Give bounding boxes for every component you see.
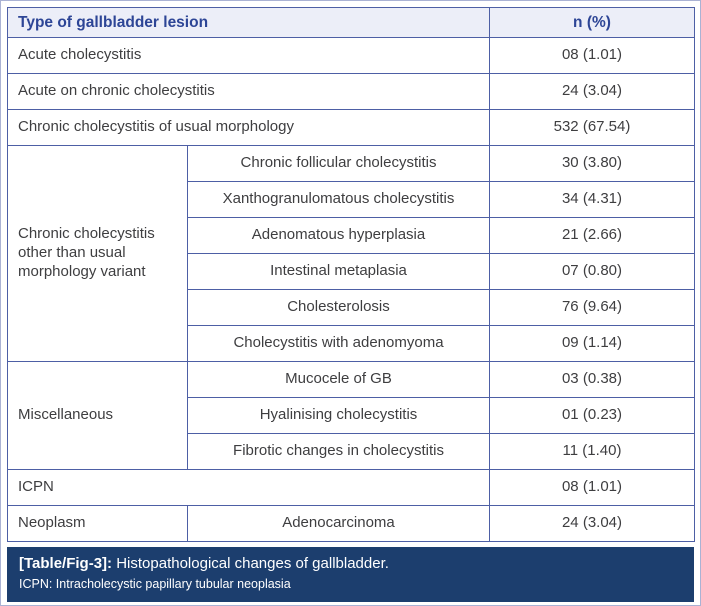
subitem-label: Cholecystitis with adenomyoma: [187, 325, 490, 362]
subitem-label: Mucocele of GB: [187, 361, 490, 398]
row-value: 21 (2.66): [489, 217, 695, 254]
group-label-chronic-variant: Chronic cholecystitis other than usual m…: [7, 145, 188, 362]
caption-footnote: ICPN: Intracholecystic papillary tubular…: [19, 577, 291, 592]
subitem-label: Adenomatous hyperplasia: [187, 217, 490, 254]
subitem-label: Fibrotic changes in cholecystitis: [187, 433, 490, 470]
subitem-label: Xanthogranulomatous cholecystitis: [187, 181, 490, 218]
subitem-label: Hyalinising cholecystitis: [187, 397, 490, 434]
caption-tag: [Table/Fig-3]:: [19, 555, 113, 572]
table-row: Fibrotic changes in cholecystitis 11 (1.…: [8, 433, 695, 470]
table-row: Acute cholecystitis 08 (1.01): [7, 37, 695, 74]
table-row: Neoplasm Adenocarcinoma 24 (3.04): [7, 505, 695, 542]
row-value: 07 (0.80): [489, 253, 695, 290]
table-row: Xanthogranulomatous cholecystitis 34 (4.…: [8, 181, 695, 218]
table-row: Acute on chronic cholecystitis 24 (3.04): [7, 73, 695, 110]
table-row: Cholesterolosis 76 (9.64): [8, 289, 695, 326]
gallbladder-lesion-table: Type of gallbladder lesion n (%) Acute c…: [7, 7, 695, 542]
subitem-label: Cholesterolosis: [187, 289, 490, 326]
table-row: Chronic cholecystitis other than usual m…: [7, 145, 695, 362]
row-value: 03 (0.38): [489, 361, 695, 398]
table-header-row: Type of gallbladder lesion n (%): [7, 7, 695, 38]
row-value: 01 (0.23): [489, 397, 695, 434]
subitem-label: Chronic follicular cholecystitis: [187, 145, 490, 182]
subitem-label: Intestinal metaplasia: [187, 253, 490, 290]
row-value: 76 (9.64): [489, 289, 695, 326]
row-value: 08 (1.01): [489, 37, 695, 74]
row-value: 24 (3.04): [489, 505, 695, 542]
column-header-lesion: Type of gallbladder lesion: [7, 7, 490, 38]
row-value: 34 (4.31): [489, 181, 695, 218]
column-header-value: n (%): [489, 7, 695, 38]
table-row: Cholecystitis with adenomyoma 09 (1.14): [8, 325, 695, 362]
row-value: 24 (3.04): [489, 73, 695, 110]
group-label-miscellaneous: Miscellaneous: [7, 361, 188, 470]
subitem-label: Adenocarcinoma: [187, 505, 490, 542]
caption-line: [Table/Fig-3]: Histopathological changes…: [19, 554, 682, 574]
table-caption-bar: [Table/Fig-3]: Histopathological changes…: [7, 547, 694, 602]
row-label: Chronic cholecystitis of usual morpholog…: [7, 109, 490, 146]
row-value: 09 (1.14): [489, 325, 695, 362]
row-label: Acute on chronic cholecystitis: [7, 73, 490, 110]
caption-title: Histopathological changes of gallbladder…: [112, 555, 389, 572]
group-label-neoplasm: Neoplasm: [7, 505, 188, 542]
table-row: Miscellaneous Mucocele of GB 03 (0.38): [7, 361, 695, 470]
table-row: ICPN 08 (1.01): [7, 469, 695, 506]
row-label-icpn: ICPN: [7, 469, 490, 506]
table-row: Intestinal metaplasia 07 (0.80): [8, 253, 695, 290]
table-row: Adenomatous hyperplasia 21 (2.66): [8, 217, 695, 254]
row-label: Acute cholecystitis: [7, 37, 490, 74]
row-value: 30 (3.80): [489, 145, 695, 182]
row-value: 532 (67.54): [489, 109, 695, 146]
row-value: 08 (1.01): [489, 469, 695, 506]
table-row: Hyalinising cholecystitis 01 (0.23): [8, 397, 695, 434]
row-value: 11 (1.40): [489, 433, 695, 470]
table-row: Chronic cholecystitis of usual morpholog…: [7, 109, 695, 146]
